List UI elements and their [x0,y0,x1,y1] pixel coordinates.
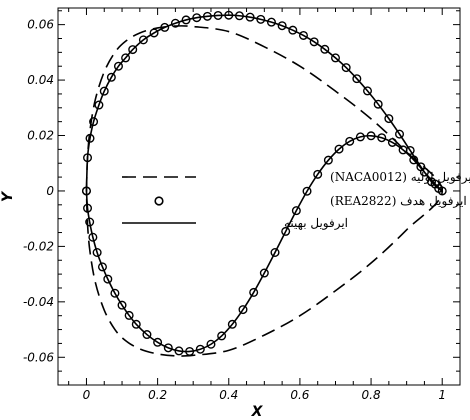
series-layer [81,10,447,357]
target-point [124,310,134,320]
target-point [419,167,429,177]
target-point [256,14,266,24]
legend: ایرفویل اولیه (NACA0012) ایرفویل هدف (RE… [122,170,470,230]
target-point [288,25,298,35]
initial-airfoil-line [85,25,444,357]
target-point [323,155,333,165]
target-point [128,45,138,55]
target-point [298,30,308,40]
target-point [113,61,123,71]
target-point [309,37,319,47]
x-tick-label: 0 [83,388,91,402]
target-point [266,17,276,27]
y-tick-label: 0.04 [27,73,54,87]
target-point [341,63,351,73]
target-point [117,300,127,310]
target-point [103,274,113,284]
target-point [142,330,152,340]
target-point [131,319,141,329]
axis-ticks [58,8,461,386]
target-point [302,186,312,196]
target-point [345,136,355,146]
target-point [153,337,163,347]
target-point [249,287,259,297]
target-point [352,74,362,84]
target-point [138,35,148,45]
target-point [97,262,107,272]
target-point [377,133,387,143]
legend-label-initial: ایرفویل اولیه (NACA0012) [330,170,470,184]
target-point [384,114,394,124]
target-point [170,18,180,28]
legend-circle-sample [154,196,164,206]
y-tick-label: 0.02 [27,129,54,143]
target-point [373,99,383,109]
target-point [89,117,99,127]
tick-labels: 0 0.2 0.4 0.6 0.8 1 -0.06 -0.04 -0.02 0 0.02 0.04 0.… [23,18,446,402]
optimal-airfoil-line [85,14,444,353]
x-axis-title: X [251,404,264,420]
x-tick-label: 1 [438,388,446,402]
y-tick-label: 0 [46,184,54,198]
y-tick-label: 0.06 [27,18,54,32]
x-tick-label: 0.6 [290,388,309,402]
target-point [281,226,291,236]
target-point [259,268,269,278]
legend-label-target: ایرفویل هدف (REA2822) [330,194,467,208]
target-point [320,44,330,54]
x-tick-label: 0.4 [219,388,238,402]
target-point [313,169,323,179]
target-point [92,247,102,257]
target-point [160,22,170,32]
target-point [217,331,227,341]
target-point [363,86,373,96]
x-tick-label: 0.8 [362,388,381,402]
target-point [195,344,205,354]
target-point [430,179,440,189]
target-point [121,53,131,63]
target-point [277,21,287,31]
target-point [94,100,104,110]
legend-label-optimal: ایرفویل بهینه [284,216,348,230]
target-point [163,343,173,353]
target-point [149,28,159,38]
plot-frame [57,7,461,386]
target-point [238,305,248,315]
y-tick-label: -0.06 [23,350,54,364]
target-point [387,137,397,147]
target-point [291,206,301,216]
target-point [110,288,120,298]
y-tick-label: -0.02 [23,239,54,253]
y-axis-title: Y [0,190,16,202]
target-point [398,145,408,155]
target-point [270,247,280,257]
target-point [395,129,405,139]
target-point [334,144,344,154]
y-tick-label: -0.04 [23,295,54,309]
x-tick-label: 0.2 [148,388,167,402]
target-point [437,186,447,196]
target-point [88,232,98,242]
target-point [206,339,216,349]
target-point [227,319,237,329]
target-point [181,15,191,25]
target-point [106,72,116,82]
target-point [99,86,109,96]
target-point [330,53,340,63]
